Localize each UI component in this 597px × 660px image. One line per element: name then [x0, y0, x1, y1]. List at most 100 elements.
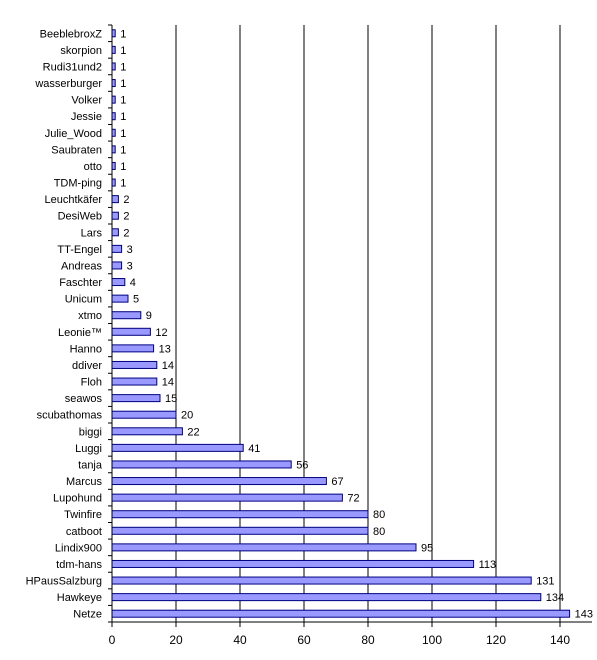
x-tick-label: 0 — [109, 633, 116, 647]
category-label: Luggi — [75, 443, 102, 455]
x-tick-label: 20 — [169, 633, 183, 647]
category-label: HPausSalzburg — [26, 576, 102, 588]
data-label: 15 — [165, 393, 177, 405]
data-label: 9 — [146, 310, 152, 322]
bar — [111, 294, 129, 303]
data-label: 1 — [120, 78, 126, 90]
bar — [111, 427, 183, 436]
category-label: tdm-hans — [56, 559, 102, 571]
bar — [111, 195, 119, 204]
category-label: Leonie™ — [58, 327, 102, 339]
data-label: 1 — [120, 95, 126, 107]
x-tick-label: 120 — [486, 633, 506, 647]
data-label: 131 — [536, 576, 554, 588]
x-tick-label: 100 — [422, 633, 442, 647]
data-label: 143 — [575, 609, 593, 621]
data-label: 4 — [130, 277, 136, 289]
category-label: xtmo — [78, 310, 102, 322]
category-label: seawos — [65, 393, 103, 405]
data-label: 2 — [123, 211, 129, 223]
category-label: BeeblebroxZ — [40, 28, 103, 40]
bar — [111, 543, 417, 552]
data-label: 14 — [162, 360, 174, 372]
category-label: scubathomas — [37, 410, 103, 422]
category-label: Twinfire — [64, 509, 102, 521]
category-label: Jessie — [71, 111, 102, 123]
bar — [111, 460, 292, 469]
data-label: 1 — [120, 28, 126, 40]
data-label: 80 — [373, 509, 385, 521]
axes — [108, 24, 592, 627]
category-label: Marcus — [66, 476, 103, 488]
data-label: 12 — [155, 327, 167, 339]
data-label: 1 — [120, 128, 126, 140]
bar — [111, 510, 369, 519]
x-tick-label: 140 — [550, 633, 570, 647]
data-label: 14 — [162, 377, 174, 389]
data-label: 1 — [120, 144, 126, 156]
bar — [111, 477, 327, 486]
category-label: tanja — [78, 459, 103, 471]
category-label: skorpion — [60, 45, 102, 57]
category-label: biggi — [79, 426, 102, 438]
data-label: 1 — [120, 45, 126, 57]
bar — [111, 559, 475, 568]
data-label: 1 — [120, 111, 126, 123]
data-label: 56 — [296, 459, 308, 471]
category-label: Volker — [71, 95, 102, 107]
x-tick-label: 60 — [297, 633, 311, 647]
category-label: otto — [84, 161, 102, 173]
bar — [111, 278, 126, 287]
data-label: 41 — [248, 443, 260, 455]
data-label: 1 — [120, 61, 126, 73]
bar — [111, 360, 158, 369]
x-tick-label: 40 — [233, 633, 247, 647]
category-label: Lindix900 — [55, 542, 102, 554]
bar — [111, 228, 119, 237]
bar — [111, 410, 177, 419]
bar — [111, 344, 155, 353]
category-label: TT-Engel — [57, 244, 102, 256]
category-label: Rudi31und2 — [43, 61, 102, 73]
bar — [111, 493, 343, 502]
data-label: 80 — [373, 526, 385, 538]
category-label: Netze — [73, 609, 102, 621]
bar — [111, 327, 151, 336]
bar — [111, 261, 123, 270]
data-label: 72 — [347, 493, 359, 505]
bar — [111, 443, 244, 452]
data-label: 67 — [331, 476, 343, 488]
bars — [111, 29, 571, 618]
data-label: 3 — [127, 244, 133, 256]
data-label: 13 — [159, 343, 171, 355]
bar — [111, 311, 142, 320]
category-label: Lars — [81, 227, 103, 239]
bar — [111, 593, 542, 602]
data-label: 5 — [133, 294, 139, 306]
data-label: 95 — [421, 542, 433, 554]
category-label: ddiver — [72, 360, 102, 372]
category-label: wasserburger — [34, 78, 102, 90]
bar — [111, 526, 369, 535]
bar — [111, 377, 158, 386]
data-label: 1 — [120, 178, 126, 190]
data-label: 2 — [123, 194, 129, 206]
data-label: 134 — [546, 592, 564, 604]
data-label: 22 — [187, 426, 199, 438]
bar — [111, 244, 123, 253]
category-label: Saubraten — [51, 144, 102, 156]
data-label: 20 — [181, 410, 193, 422]
bar — [111, 576, 532, 585]
category-label: Leuchtkäfer — [45, 194, 103, 206]
data-label: 1 — [120, 161, 126, 173]
bar — [111, 394, 161, 403]
category-label: Andreas — [61, 260, 102, 272]
x-tick-label: 80 — [361, 633, 375, 647]
category-label: DesiWeb — [58, 211, 102, 223]
category-label: Lupohund — [53, 493, 102, 505]
data-label: 113 — [479, 559, 497, 571]
category-label: Faschter — [59, 277, 102, 289]
bar — [111, 609, 571, 618]
